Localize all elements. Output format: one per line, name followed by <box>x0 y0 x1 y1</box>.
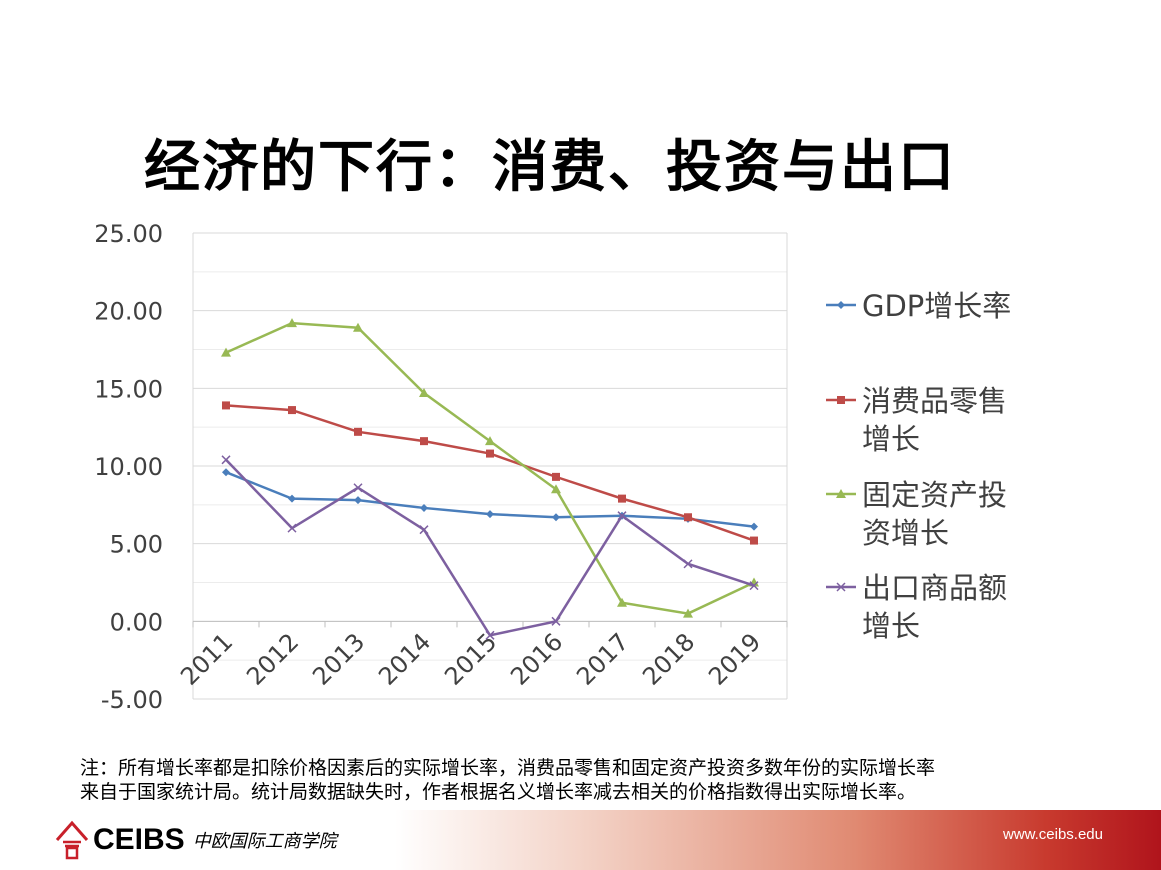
data-point <box>288 494 296 503</box>
y-tick-label: 20.00 <box>94 298 163 326</box>
data-point <box>419 387 429 397</box>
data-point <box>222 468 230 477</box>
footer-gradient-band <box>395 810 1161 870</box>
footer: CEIBS 中欧国际工商学院 www.ceibs.edu <box>0 810 1161 870</box>
data-point <box>419 525 429 535</box>
data-point <box>288 406 296 415</box>
x-tick-label: 2016 <box>505 628 568 691</box>
series-line-2 <box>225 321 755 615</box>
data-point <box>683 608 693 618</box>
data-point <box>551 616 561 626</box>
y-tick-label: 0.00 <box>110 608 163 636</box>
data-point <box>617 597 627 607</box>
data-point <box>222 401 230 410</box>
x-tick-label: 2014 <box>373 628 436 691</box>
x-tick-label: 2011 <box>175 628 238 691</box>
y-tick-label: 25.00 <box>94 220 163 248</box>
data-point <box>287 523 297 533</box>
y-tick-label: 10.00 <box>94 453 163 481</box>
legend-marker <box>836 489 846 498</box>
data-point <box>354 496 362 505</box>
legend-label: GDP增长率 <box>862 289 1011 323</box>
logo-text: CEIBS <box>93 823 185 856</box>
data-point <box>287 318 297 328</box>
y-tick-label: -5.00 <box>101 686 163 714</box>
data-point <box>485 436 495 446</box>
data-point <box>617 511 627 521</box>
footnote-line: 来自于国家统计局。统计局数据缺失时，作者根据名义增长率减去相关的价格指数得出实际… <box>80 781 917 803</box>
x-tick-label: 2013 <box>307 628 370 691</box>
data-point <box>551 484 561 494</box>
ceibs-logo: CEIBS 中欧国际工商学院 <box>55 820 337 860</box>
legend-label: 增长 <box>862 609 920 643</box>
data-point <box>683 559 693 569</box>
ceibs-emblem-icon <box>55 820 89 860</box>
x-tick-label: 2019 <box>703 628 766 691</box>
legend-marker <box>836 582 846 592</box>
legend-label: 固定资产投 <box>862 478 1007 512</box>
legend-label: 增长 <box>862 422 920 456</box>
legend-label: 出口商品额 <box>862 571 1007 605</box>
legend-label: 消费品零售 <box>862 384 1007 418</box>
legend-marker <box>837 396 845 404</box>
data-point <box>750 536 758 545</box>
slide-title: 经济的下行：消费、投资与出口 <box>144 134 956 200</box>
data-point <box>353 322 363 332</box>
y-tick-label: 15.00 <box>94 375 163 403</box>
footnote: 注：所有增长率都是扣除价格因素后的实际增长率，消费品零售和固定资产投资多数年份的… <box>80 756 935 804</box>
data-point <box>486 510 494 519</box>
x-tick-label: 2018 <box>637 628 700 691</box>
data-point <box>353 483 363 493</box>
x-tick-label: 2017 <box>571 628 634 691</box>
legend-marker <box>837 301 845 309</box>
data-point <box>618 494 626 503</box>
series-line-0 <box>225 471 755 528</box>
data-point <box>486 449 494 458</box>
legend-label: 资增长 <box>862 516 949 550</box>
data-point <box>750 522 758 531</box>
series-line-3 <box>225 458 755 637</box>
x-tick-label: 2012 <box>241 628 304 691</box>
data-point <box>552 513 560 522</box>
data-point <box>684 513 692 522</box>
data-point <box>749 581 759 591</box>
y-tick-label: 5.00 <box>110 531 163 559</box>
data-point <box>420 503 428 512</box>
data-point <box>221 455 231 465</box>
logo-chinese-text: 中欧国际工商学院 <box>192 831 337 852</box>
footer-url: www.ceibs.edu <box>1002 826 1103 843</box>
data-point <box>552 472 560 481</box>
data-point <box>485 630 495 640</box>
data-point <box>221 347 231 357</box>
data-point <box>420 437 428 446</box>
data-point <box>354 427 362 436</box>
footnote-line: 注：所有增长率都是扣除价格因素后的实际增长率，消费品零售和固定资产投资多数年份的… <box>80 757 936 779</box>
